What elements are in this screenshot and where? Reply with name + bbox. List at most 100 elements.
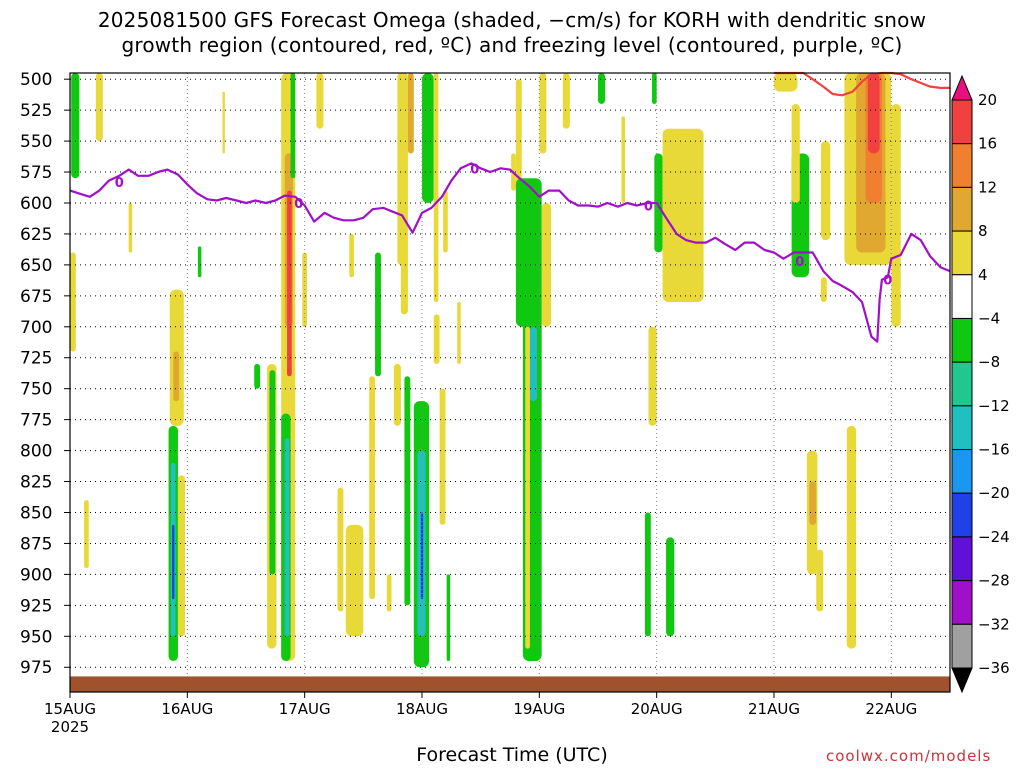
omega-cell [290,73,296,179]
y-tick-label: 925 [20,596,52,616]
colorbar-label: −20 [978,484,1010,502]
omega-cell [173,351,180,402]
colorbar-top-arrow [951,74,973,101]
x-tick-label: 19AUG [513,700,565,718]
colorbar-box [951,492,973,538]
omega-cell [84,500,89,569]
y-axis: 500 525 550 575 600 625 650 675 700 725 750 775 800 8… [20,70,70,678]
colorbar-label: −28 [978,572,1010,590]
y-tick-label: 875 [20,534,52,554]
freezing-level-label: 0 [115,176,124,191]
grid-layer [70,73,950,692]
omega-cell [393,363,401,426]
omega-cell [407,73,414,154]
terrain-layer [70,676,950,692]
freezing-level-line [69,162,951,343]
omega-cell [651,73,657,104]
omega-cell [648,326,657,426]
y-tick-label: 750 [20,380,52,400]
omega-cell [439,388,446,525]
omega-cell [197,246,202,278]
omega-cell [846,425,857,649]
freezing-level-label: 0 [470,162,479,177]
colorbar-label: −24 [978,528,1010,546]
omega-cell [539,73,547,154]
omega-cell [172,524,175,600]
chart-title-line2: growth region (contoured, red, ºC) and f… [121,33,903,57]
y-tick-label: 500 [20,70,52,90]
y-tick-label: 975 [20,658,52,678]
y-tick-label: 700 [20,318,52,338]
x-tick-label: 15AUG [44,700,96,718]
terrain-fill [70,676,950,692]
colorbar-label: −8 [978,353,1000,371]
omega-cell [337,487,344,612]
colorbar-box [951,317,973,363]
omega-cell [287,190,292,377]
colorbar-label: −16 [978,441,1010,459]
omega-cell [400,73,408,315]
omega-cell [316,73,324,129]
omega-cell [420,512,424,600]
colorbar-box [951,274,973,319]
omega-cell [598,73,606,104]
x-tick-label: 20AUG [631,700,683,718]
omega-shading-layer [70,73,901,668]
omega-cell [95,73,103,142]
colorbar-box [951,449,973,494]
y-tick-label: 650 [20,256,52,276]
credit-text: coolwx.com/models [826,747,992,765]
y-tick-label: 950 [20,627,52,647]
omega-cell [177,475,185,637]
colorbar-box [951,99,973,145]
omega-cell [515,79,522,191]
omega-cell [654,153,663,253]
colorbar-box [951,580,973,625]
omega-cell [529,326,537,402]
omega-cell [128,202,133,253]
y-tick-label: 900 [20,565,52,585]
omega-cell [621,116,625,203]
omega-cell [433,73,439,303]
omega-cell [404,376,411,606]
x-tick-label: 18AUG [396,700,448,718]
y-tick-label: 525 [20,101,52,121]
omega-cell [222,91,225,154]
colorbar: 20 16 12 8 4 −4 −8 −12 −16 −20 −24 −28 −32 −36 [951,74,1010,694]
colorbar-label: −12 [978,397,1010,415]
y-tick-label: 850 [20,503,52,523]
omega-cell [891,103,901,327]
y-tick-label: 675 [20,287,52,307]
x-tick-sublabel: 2025 [51,718,89,736]
freezing-level-label: 0 [644,199,653,214]
omega-cell [525,326,530,649]
colorbar-label: 12 [978,178,997,196]
contour-layer: 0 0 0 0 0 0 [69,71,951,343]
colorbar-box [951,405,973,451]
colorbar-label: −36 [978,659,1010,677]
omega-cell [433,314,440,364]
freezing-level-label: 0 [883,274,892,289]
x-axis-title: Forecast Time (UTC) [416,744,608,766]
omega-cell [369,376,376,600]
colorbar-box [951,623,973,669]
y-tick-label: 575 [20,163,52,183]
colorbar-label: 4 [978,266,988,284]
omega-cell [809,481,817,525]
y-tick-label: 625 [20,225,52,245]
omega-cell [70,252,76,352]
colorbar-label: 16 [978,135,997,153]
omega-cell [269,370,276,575]
x-tick-label: 21AUG [748,700,800,718]
omega-cell [349,233,354,278]
omega-cell [680,178,698,265]
plot-frame [69,72,951,693]
colorbar-box [951,230,973,276]
omega-cell [820,141,831,241]
omega-cell [457,302,461,364]
omega-cell [644,512,651,637]
colorbar-label: −32 [978,615,1010,633]
omega-cell [254,363,261,389]
